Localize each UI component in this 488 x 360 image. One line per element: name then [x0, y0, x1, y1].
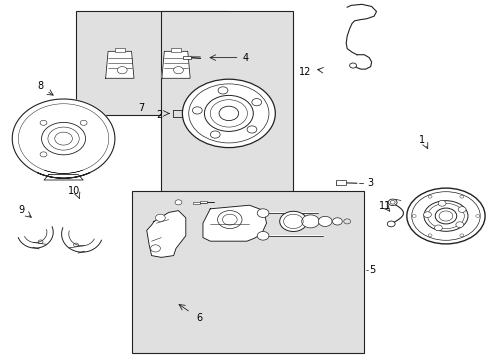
Circle shape: [155, 214, 165, 221]
Circle shape: [218, 87, 227, 94]
Bar: [161, 11, 293, 202]
Circle shape: [246, 126, 256, 133]
Circle shape: [434, 208, 456, 224]
Text: 5: 5: [369, 265, 375, 275]
Polygon shape: [44, 175, 83, 180]
Circle shape: [387, 199, 396, 206]
Text: 10: 10: [68, 186, 81, 196]
Bar: [193, 202, 200, 204]
Ellipse shape: [423, 201, 467, 231]
Circle shape: [80, 120, 87, 125]
Text: 11: 11: [378, 201, 391, 211]
Circle shape: [175, 200, 182, 205]
Circle shape: [117, 67, 127, 74]
Circle shape: [349, 63, 356, 68]
Text: 4: 4: [243, 53, 248, 63]
Circle shape: [318, 216, 331, 226]
Polygon shape: [105, 51, 134, 78]
Ellipse shape: [406, 188, 484, 244]
Circle shape: [457, 207, 465, 212]
Circle shape: [386, 221, 394, 227]
Bar: [336, 180, 346, 185]
Circle shape: [182, 79, 275, 148]
Circle shape: [301, 215, 319, 228]
Circle shape: [40, 152, 47, 157]
Circle shape: [150, 245, 160, 252]
Circle shape: [204, 95, 253, 131]
Circle shape: [434, 225, 442, 231]
Circle shape: [40, 120, 47, 125]
Circle shape: [217, 211, 242, 229]
Circle shape: [219, 106, 238, 121]
Bar: [171, 49, 181, 52]
Polygon shape: [146, 211, 185, 257]
Circle shape: [257, 231, 268, 240]
Circle shape: [192, 107, 202, 114]
Circle shape: [437, 201, 445, 206]
Bar: [183, 56, 190, 59]
Text: 3: 3: [367, 178, 373, 188]
Text: 1: 1: [418, 135, 424, 145]
Circle shape: [251, 99, 261, 106]
Circle shape: [279, 211, 306, 231]
Bar: [132, 191, 364, 353]
Text: 8: 8: [37, 81, 43, 91]
Circle shape: [210, 131, 220, 138]
Text: 12: 12: [299, 67, 311, 77]
Text: 7: 7: [139, 103, 144, 113]
Circle shape: [423, 212, 430, 217]
Polygon shape: [162, 51, 190, 78]
Circle shape: [41, 122, 85, 155]
Bar: [200, 201, 207, 203]
Bar: [115, 49, 124, 52]
Circle shape: [257, 209, 268, 217]
Text: 6: 6: [196, 312, 202, 323]
Circle shape: [173, 67, 183, 74]
Bar: [76, 11, 227, 115]
Circle shape: [455, 222, 463, 228]
Text: 9: 9: [18, 204, 24, 215]
Polygon shape: [12, 99, 115, 178]
Text: 2: 2: [156, 110, 162, 120]
Polygon shape: [203, 205, 266, 241]
Circle shape: [332, 218, 342, 225]
